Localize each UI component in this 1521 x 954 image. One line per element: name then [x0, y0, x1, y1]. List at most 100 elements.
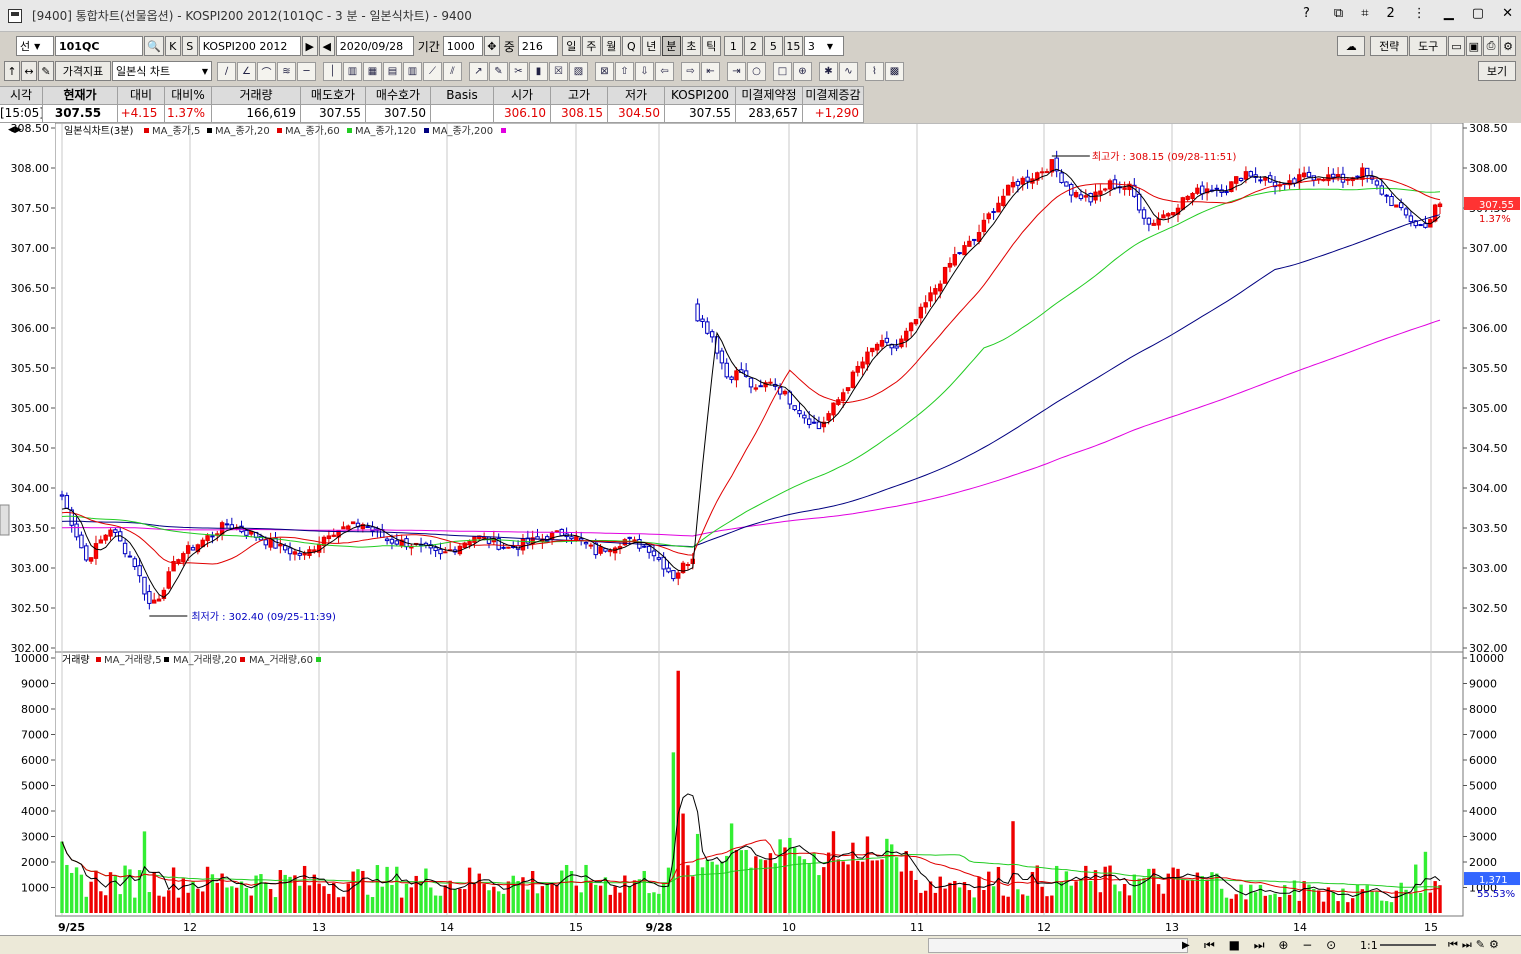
period-button-0[interactable]: 일: [561, 36, 581, 56]
magnet-tool-icon[interactable]: ✂: [509, 61, 528, 81]
period-button-2[interactable]: 월: [601, 36, 621, 56]
minute-button-1[interactable]: 2: [743, 36, 763, 56]
indicator-button[interactable]: 가격지표: [55, 61, 111, 81]
playback-controls[interactable]: ⏮ ■ ⏭ ⊕ − ⊙: [1204, 937, 1342, 952]
view-button[interactable]: 보기: [1478, 61, 1516, 81]
close-icon[interactable]: ✕: [1502, 6, 1513, 21]
volume-bar: [443, 885, 448, 913]
down-tool-icon[interactable]: ⇩: [635, 61, 654, 81]
folder-open-icon[interactable]: ▭: [1448, 36, 1465, 56]
up-tool-icon[interactable]: ⇧: [615, 61, 634, 81]
ray-tool-icon[interactable]: ↗: [469, 61, 488, 81]
fan-tool-icon[interactable]: ≋: [277, 61, 296, 81]
hline-tool-icon[interactable]: ─: [297, 61, 316, 81]
arc-tool-icon[interactable]: ⌒: [257, 61, 276, 81]
s-button[interactable]: S: [181, 36, 198, 56]
fibo-time-tool-icon[interactable]: ▦: [363, 61, 382, 81]
edit-icon[interactable]: ✎: [38, 61, 54, 81]
prev-arrow-icon[interactable]: ◀: [318, 36, 335, 56]
fill-tool-icon[interactable]: ▮: [529, 61, 548, 81]
channel-tool-icon[interactable]: ▥: [343, 61, 362, 81]
period-button-3[interactable]: Q: [621, 36, 641, 56]
period-button-6[interactable]: 초: [681, 36, 701, 56]
period-input[interactable]: 1000: [442, 36, 483, 56]
rect-left-tool-icon[interactable]: ⇤: [701, 61, 720, 81]
chart-area[interactable]: 308.50308.50308.00308.00307.50307.50307.…: [0, 122, 1521, 935]
volume-bar: [162, 896, 166, 913]
magic-tool-icon[interactable]: ✱: [819, 61, 838, 81]
maximize-icon[interactable]: ▢: [1471, 6, 1485, 21]
period-button-5[interactable]: 분: [661, 36, 681, 56]
help-icon[interactable]: ?: [1302, 6, 1310, 21]
next-arrow-icon[interactable]: ▶: [301, 36, 318, 56]
strategy-button[interactable]: 전략: [1370, 36, 1409, 56]
chart-svg[interactable]: 308.50308.50308.00308.00307.50307.50307.…: [0, 122, 1521, 935]
settings-wrench-icon[interactable]: ⚙: [1500, 36, 1516, 56]
square-tool-icon[interactable]: □: [773, 61, 792, 81]
text-tool-icon[interactable]: ☒: [549, 61, 568, 81]
volume-bar: [1389, 902, 1394, 913]
zoom-slider[interactable]: [1380, 944, 1436, 946]
market-select[interactable]: 선 ▼: [16, 36, 54, 56]
vline-tool-icon[interactable]: │: [323, 61, 342, 81]
pen-tool-icon[interactable]: ✎: [489, 61, 508, 81]
trend-tool-icon[interactable]: ⟋: [423, 61, 442, 81]
left-right-arrow-icon[interactable]: ↔: [21, 61, 37, 81]
parallel-tool-icon[interactable]: ⫽: [443, 61, 462, 81]
wave-tool-icon[interactable]: ∿: [839, 61, 858, 81]
scroll-thumb[interactable]: [928, 937, 1188, 953]
code-input[interactable]: 101QC: [55, 36, 143, 56]
period-button-1[interactable]: 주: [581, 36, 601, 56]
scroll-right-icon[interactable]: ▶: [1182, 939, 1190, 951]
candle-body: [1190, 192, 1195, 200]
minimize-icon[interactable]: ▁: [1443, 6, 1454, 21]
grid-icon[interactable]: ⌗: [1361, 6, 1369, 21]
fibo-fan-tool-icon[interactable]: ▥: [403, 61, 422, 81]
price-tick-label-left: 305.50: [11, 362, 50, 375]
minute-button-2[interactable]: 5: [763, 36, 783, 56]
screen-number[interactable]: 2: [1386, 6, 1395, 21]
period-button-4[interactable]: 년: [641, 36, 661, 56]
tools-button[interactable]: 도구: [1409, 36, 1448, 56]
palette-tool-icon[interactable]: ▩: [885, 61, 904, 81]
zoom-tool-icon[interactable]: ⊕: [793, 61, 812, 81]
period-button-7[interactable]: 틱: [701, 36, 721, 56]
left-tool-icon[interactable]: ⇦: [655, 61, 674, 81]
image-tool-icon[interactable]: ▧: [569, 61, 588, 81]
mid-input[interactable]: 216: [517, 36, 558, 56]
minute-button-0[interactable]: 1: [723, 36, 743, 56]
search-icon[interactable]: 🔍: [144, 36, 164, 56]
candle-body: [1039, 171, 1045, 174]
rect-right-tool-icon[interactable]: ⇥: [727, 61, 746, 81]
legend-swatch: [347, 128, 352, 133]
date-input[interactable]: 2020/09/28: [335, 36, 414, 56]
chart-type-select[interactable]: 일본식 차트 ▼: [112, 61, 212, 81]
candle-body: [79, 534, 84, 549]
fibo-retr-tool-icon[interactable]: ▤: [383, 61, 402, 81]
interval-select[interactable]: 3 ▼: [803, 36, 844, 56]
zigzag-tool-icon[interactable]: ⌇: [865, 61, 884, 81]
volume-bar: [298, 885, 302, 913]
circle-tool-icon[interactable]: ○: [747, 61, 766, 81]
right-tool-icon[interactable]: ⇨: [681, 61, 700, 81]
pattern-tool-icon[interactable]: ⊠: [595, 61, 614, 81]
volume-bar: [404, 883, 409, 913]
more-icon[interactable]: ⋮: [1412, 6, 1426, 21]
minute-button-3[interactable]: 15: [783, 36, 803, 56]
k-button[interactable]: K: [164, 36, 181, 56]
up-arrow-icon[interactable]: ↑: [4, 61, 20, 81]
line-tool-icon[interactable]: ∕: [217, 61, 236, 81]
ma20-line: [61, 177, 1441, 565]
volume-bar: [594, 884, 598, 913]
candle-body: [1214, 187, 1220, 190]
scroll-end-controls[interactable]: ⏮⏭✎⚙: [1448, 938, 1503, 951]
cloud-icon[interactable]: ☁: [1337, 36, 1366, 56]
link-icon[interactable]: ⧉: [1333, 6, 1344, 21]
crosshair-icon[interactable]: ✥: [483, 36, 500, 56]
volume-bar: [1355, 884, 1360, 913]
angle-tool-icon[interactable]: ∠: [237, 61, 256, 81]
candle-body: [108, 529, 113, 537]
chart-scrollbar[interactable]: ▶ ⏮ ■ ⏭ ⊕ − ⊙ 1:1 ⏮⏭✎⚙: [0, 935, 1521, 954]
save-icon[interactable]: ▣: [1465, 36, 1482, 56]
print-icon[interactable]: ⎙: [1483, 36, 1499, 56]
